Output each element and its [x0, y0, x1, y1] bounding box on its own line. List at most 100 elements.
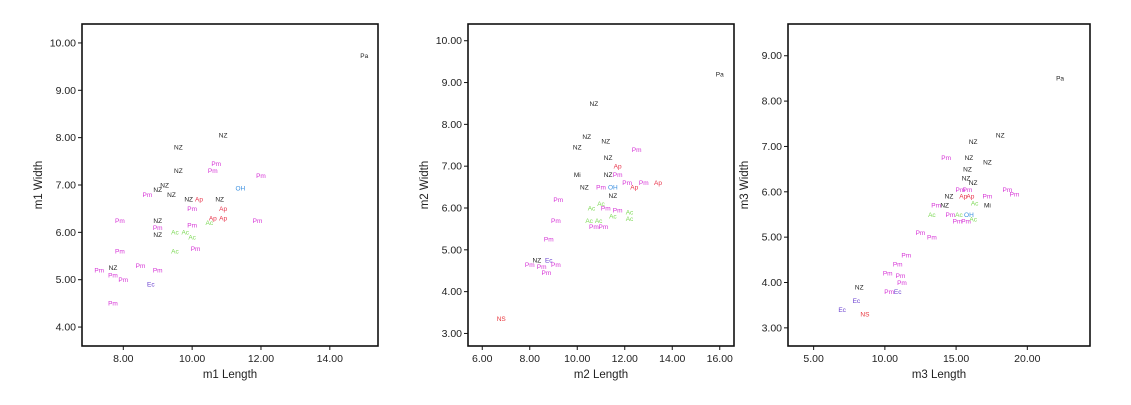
data-point-Pa: Pa [360, 53, 368, 60]
data-point-NZ: NZ [573, 145, 582, 152]
data-point-NZ: NZ [604, 155, 613, 162]
data-point-NZ: NZ [580, 184, 589, 191]
data-point-NZ: NZ [174, 144, 183, 151]
data-point-NZ: NZ [153, 187, 162, 194]
data-point-Pm: Pm [953, 219, 963, 226]
plot-frame [787, 23, 1091, 347]
y-tick-label: 6.00 [762, 186, 783, 198]
data-point-NZ: NZ [184, 197, 193, 204]
data-point-Pm: Pm [544, 237, 554, 244]
data-point-Ac: Ac [206, 220, 214, 227]
data-point-Ac: Ac [188, 234, 196, 241]
chart-panel-3: 3.00 4.00 5.00 6.00 7.00 8.00 9.00 5.00 10.00 15.… [739, 23, 1091, 381]
x-tick-label: 6.00 [472, 353, 493, 365]
data-point-Ac: Ac [171, 230, 179, 237]
x-tick-label: 14.00 [317, 353, 343, 365]
data-point-Ac: Ac [595, 218, 603, 225]
data-point-NZ: NZ [965, 155, 974, 162]
data-point-Ac: Ac [588, 205, 596, 212]
data-point-Pm: Pm [927, 234, 937, 241]
data-point-Pm: Pm [931, 203, 941, 210]
data-point-Pm: Pm [118, 277, 128, 284]
data-point-Pm: Pm [901, 253, 911, 260]
data-point-NZ: NZ [963, 166, 972, 173]
data-point-NZ: NZ [219, 133, 228, 140]
data-point-Pm: Pm [94, 268, 104, 275]
data-point-Ac: Ac [597, 201, 605, 208]
data-point-NZ: NZ [160, 182, 169, 189]
data-point-NZ: NZ [174, 168, 183, 175]
data-point-NZ: NZ [153, 232, 162, 239]
y-axis-title: m1 Width [33, 161, 45, 210]
data-point-NZ: NZ [855, 284, 864, 291]
data-point-Pm: Pm [211, 161, 221, 168]
y-axis-title: m3 Width [739, 161, 751, 210]
data-point-Pa: Pa [716, 71, 724, 78]
data-point-Ac: Ac [971, 200, 979, 207]
y-tick-label: 3.00 [762, 322, 783, 334]
data-point-Ap: Ap [614, 163, 622, 170]
data-point-Pm: Pm [143, 192, 153, 199]
data-point-Pm: Pm [955, 187, 965, 194]
data-point-Ap: Ap [966, 194, 974, 201]
x-tick-label: 14.00 [659, 353, 685, 365]
data-point-Pm: Pm [253, 218, 263, 225]
data-point-Pm: Pm [525, 262, 535, 269]
data-point-Mi: Mi [984, 203, 991, 210]
data-point-Pm: Pm [115, 218, 125, 225]
data-point-Pm: Pm [542, 270, 552, 277]
x-axis-title: m2 Length [574, 369, 628, 381]
x-tick-label: 12.00 [248, 353, 274, 365]
plot-frame [81, 23, 379, 347]
data-point-Ap: Ap [219, 215, 227, 222]
x-axis-title: m3 Length [912, 369, 966, 381]
data-point-Ec: Ec [545, 258, 553, 265]
data-point-Pm: Pm [191, 246, 201, 253]
data-point-Pm: Pm [946, 212, 956, 219]
data-point-Pm: Pm [961, 219, 971, 226]
data-point-Pm: Pm [1010, 191, 1020, 198]
x-tick-label: 5.00 [803, 353, 824, 365]
data-point-Pm: Pm [884, 289, 894, 296]
x-tick-label: 8.00 [113, 353, 134, 365]
data-point-Pm: Pm [613, 207, 623, 214]
data-point-OH: OH [964, 212, 974, 219]
data-point-Ac: Ac [626, 216, 634, 223]
y-tick-label: 6.00 [442, 203, 463, 215]
data-point-NZ: NZ [945, 194, 954, 201]
chart-panel-2: 3.00 4.00 5.00 6.00 7.00 8.00 9.00 10.00 6.00 8.0… [419, 23, 735, 381]
data-point-Pm: Pm [187, 206, 197, 213]
y-tick-label: 7.00 [762, 141, 783, 153]
data-point-Ap: Ap [630, 184, 638, 191]
data-point-NZ: NZ [153, 218, 162, 225]
y-tick-label: 4.00 [762, 277, 783, 289]
data-point-Pm: Pm [897, 280, 907, 287]
data-point-NZ: NZ [109, 265, 118, 272]
data-point-Pm: Pm [916, 230, 926, 237]
y-tick-label: 9.00 [442, 77, 463, 89]
data-point-Pm: Pm [613, 172, 623, 179]
x-tick-label: 20.00 [1014, 353, 1040, 365]
data-point-NZ: NZ [609, 193, 618, 200]
y-tick-label: 8.00 [762, 96, 783, 108]
x-tick-label: 16.00 [707, 353, 733, 365]
data-point-Pm: Pm [883, 271, 893, 278]
data-point-NZ: NZ [969, 180, 978, 187]
x-tick-label: 15.00 [943, 353, 969, 365]
data-point-Pm: Pm [896, 273, 906, 280]
data-point-Ac: Ac [969, 216, 977, 223]
x-tick-label: 10.00 [179, 353, 205, 365]
data-point-Pm: Pm [983, 194, 993, 201]
data-point-Pm: Pm [256, 173, 266, 180]
y-tick-label: 8.00 [56, 132, 77, 144]
plot-frame [467, 23, 735, 347]
data-point-Ec: Ec [894, 289, 902, 296]
x-tick-label: 10.00 [872, 353, 898, 365]
data-point-Pm: Pm [551, 218, 561, 225]
y-tick-label: 10.00 [436, 35, 462, 47]
data-point-Pm: Pm [639, 180, 649, 187]
y-tick-label: 9.00 [762, 50, 783, 62]
data-point-Ac: Ac [955, 212, 963, 219]
x-tick-label: 12.00 [612, 353, 638, 365]
